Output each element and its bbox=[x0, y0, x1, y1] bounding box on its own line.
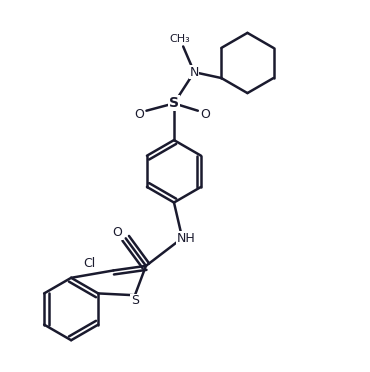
Text: O: O bbox=[200, 108, 210, 121]
Text: CH₃: CH₃ bbox=[169, 34, 190, 44]
Text: O: O bbox=[134, 108, 144, 121]
Text: N: N bbox=[189, 66, 199, 78]
Text: Cl: Cl bbox=[83, 257, 96, 270]
Text: S: S bbox=[131, 294, 139, 307]
Text: O: O bbox=[113, 226, 122, 239]
Text: NH: NH bbox=[177, 232, 196, 245]
Text: S: S bbox=[169, 96, 179, 110]
